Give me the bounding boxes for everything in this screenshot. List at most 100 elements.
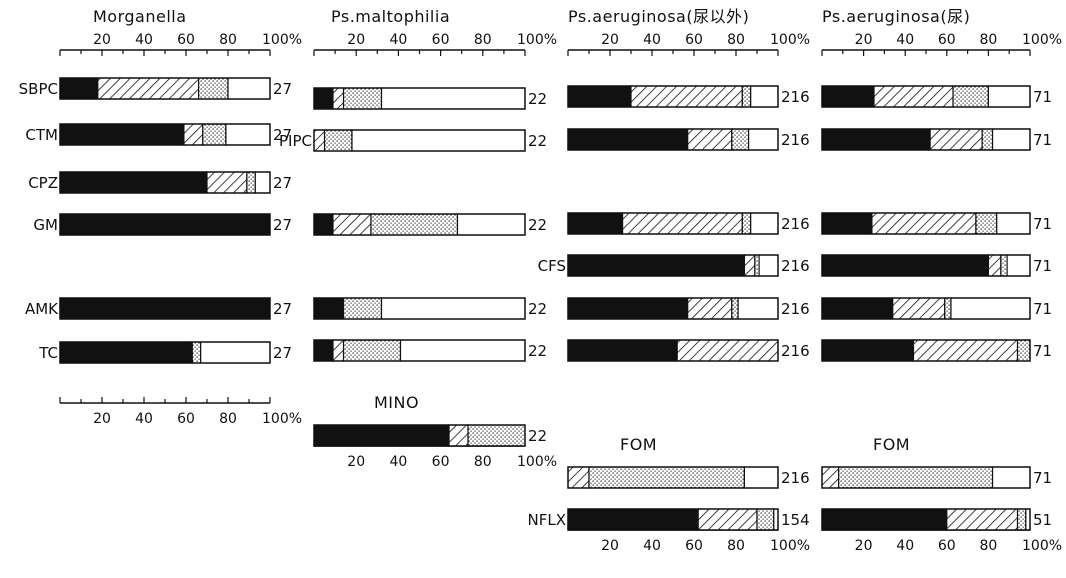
tick-label: 40 xyxy=(135,411,153,427)
bar-outline xyxy=(567,254,779,277)
row-label: CPZ xyxy=(28,174,58,192)
bar-segment-blank xyxy=(950,297,1031,320)
panel-title: MINO xyxy=(374,393,419,412)
sample-size-label: 71 xyxy=(1033,215,1052,233)
bar-segment-solid xyxy=(567,85,632,108)
bar-outline xyxy=(567,128,779,151)
bar-segment-dotted xyxy=(754,254,760,277)
row-label: CTM xyxy=(25,126,58,144)
row-label: AMK xyxy=(25,300,59,318)
bar-segment-dotted xyxy=(731,128,750,151)
tick-label: 40 xyxy=(643,32,661,48)
bar-outline xyxy=(567,466,779,489)
bar-segment-dotted xyxy=(246,171,256,194)
bar-segment-dotted xyxy=(731,297,739,320)
sample-size-label: 216 xyxy=(781,131,810,149)
bar-segment-solid xyxy=(821,85,875,108)
tick-label: 40 xyxy=(389,454,407,470)
bar-segment-dotted xyxy=(370,213,459,236)
tick-label: 60 xyxy=(432,32,450,48)
bar-segment-solid xyxy=(313,87,334,110)
bar-segment-blank xyxy=(991,128,1031,151)
tick-label: 60 xyxy=(938,32,956,48)
bar-segment-blank xyxy=(380,87,526,110)
bar-segment-blank xyxy=(750,212,779,235)
sample-size-label: 216 xyxy=(781,300,810,318)
bar-segment-blank xyxy=(225,123,271,146)
sample-size-label: 71 xyxy=(1033,342,1052,360)
bar-segment-hatched xyxy=(332,339,345,362)
bar-segment-blank xyxy=(987,85,1031,108)
tick-label: 60 xyxy=(432,454,450,470)
tick-label: 100% xyxy=(262,32,302,48)
bar-segment-solid xyxy=(821,508,948,531)
sample-size-label: 71 xyxy=(1033,300,1052,318)
bar-segment-solid xyxy=(313,213,334,236)
row-label: CFS xyxy=(538,257,566,275)
tick-label: 40 xyxy=(643,538,661,554)
bar-segment-dotted xyxy=(756,508,775,531)
bar-segment-hatched xyxy=(912,339,1019,362)
bar-segment-dotted xyxy=(467,424,526,447)
bar-segment-dotted xyxy=(741,85,752,108)
bar-segment-hatched xyxy=(871,212,977,235)
sample-size-label: 22 xyxy=(528,132,547,150)
bar-outline xyxy=(821,212,1031,235)
bar-outline xyxy=(59,341,271,364)
bar-segment-dotted xyxy=(202,123,227,146)
bar-segment-blank xyxy=(200,341,271,364)
bar-outline xyxy=(567,297,779,320)
tick-label: 80 xyxy=(727,538,745,554)
sample-size-label: 22 xyxy=(528,342,547,360)
bar-segment-blank xyxy=(380,297,526,320)
bar-outline xyxy=(821,466,1031,489)
tick-label: 100% xyxy=(1022,538,1062,554)
sample-size-label: 71 xyxy=(1033,88,1052,106)
row-label: TC xyxy=(38,344,58,362)
bar-outline xyxy=(59,213,271,236)
bar-segment-solid xyxy=(313,339,334,362)
sample-size-label: 216 xyxy=(781,215,810,233)
bar-outline xyxy=(821,128,1031,151)
bar-segment-blank xyxy=(254,171,271,194)
bar-segment-solid xyxy=(821,128,931,151)
bar-outline xyxy=(59,297,271,320)
bar-segment-hatched xyxy=(97,77,200,100)
bar-outline xyxy=(59,123,271,146)
bar-segment-hatched xyxy=(987,254,1002,277)
tick-label: 80 xyxy=(219,32,237,48)
tick-label: 100% xyxy=(1022,32,1062,48)
bar-outline xyxy=(567,508,779,531)
tick-label: 100% xyxy=(517,32,557,48)
row-label: PIPC xyxy=(279,132,312,150)
tick-label: 80 xyxy=(727,32,745,48)
bar-segment-hatched xyxy=(821,466,840,489)
tick-label: 20 xyxy=(601,32,619,48)
tick-label: 80 xyxy=(979,32,997,48)
bar-segment-solid xyxy=(59,171,208,194)
tick-label: 100% xyxy=(517,454,557,470)
bar-segment-dotted xyxy=(191,341,202,364)
bar-segment-dotted xyxy=(975,212,998,235)
bar-segment-solid xyxy=(567,254,745,277)
bar-segment-solid xyxy=(59,341,193,364)
tick-label: 60 xyxy=(177,32,195,48)
tick-label: 20 xyxy=(855,32,873,48)
sample-size-label: 22 xyxy=(528,216,547,234)
bar-segment-hatched xyxy=(929,128,983,151)
sample-size-label: 22 xyxy=(528,427,547,445)
bar-segment-solid xyxy=(821,254,989,277)
panel-title: Morganella xyxy=(93,7,187,26)
bar-segment-solid xyxy=(567,128,689,151)
bar-outline xyxy=(821,85,1031,108)
bar-segment-hatched xyxy=(332,87,345,110)
tick-label: 80 xyxy=(474,454,492,470)
bar-outline xyxy=(567,212,779,235)
bar-outline xyxy=(313,87,526,110)
tick-label: 40 xyxy=(389,32,407,48)
bar-segment-blank xyxy=(758,254,779,277)
bar-segment-hatched xyxy=(448,424,469,447)
row-label: GM xyxy=(33,216,58,234)
bar-segment-blank xyxy=(227,77,271,100)
